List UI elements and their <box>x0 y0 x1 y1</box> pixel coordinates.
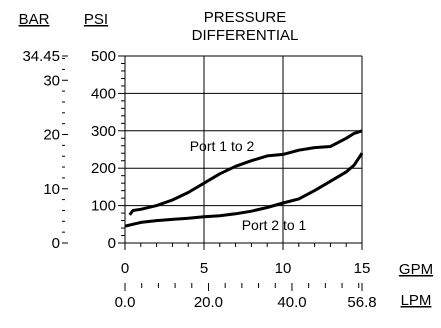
chart-title-line-1: PRESSURE <box>204 9 287 26</box>
gpm-tick-label: 5 <box>200 260 208 277</box>
psi-tick-label: 0 <box>108 235 116 252</box>
psi-tick-label: 400 <box>91 85 116 102</box>
chart-title-line-2: DIFFERENTIAL <box>192 27 299 44</box>
psi-unit-label: PSI <box>84 11 108 28</box>
gpm-tick-label: 15 <box>354 260 371 277</box>
lpm-tick-label: 40.0 <box>277 294 306 311</box>
bar-tick-label: 30 <box>43 72 60 89</box>
series-label-port-2-to-1: Port 2 to 1 <box>242 217 307 233</box>
psi-tick-label: 100 <box>91 198 116 215</box>
bar-tick-label: 20 <box>43 127 60 144</box>
bar-tick-label: 10 <box>43 181 60 198</box>
lpm-tick-label: 0.0 <box>115 294 136 311</box>
gpm-tick-label: 10 <box>275 260 292 277</box>
gpm-tick-label: 0 <box>121 260 129 277</box>
lpm-tick-label: 56.8 <box>347 294 376 311</box>
psi-tick-label: 200 <box>91 160 116 177</box>
lpm-tick-label: 20.0 <box>194 294 223 311</box>
bar-tick-label: 34.45 <box>22 48 60 65</box>
psi-tick-label: 300 <box>91 123 116 140</box>
series-label-port-1-to-2: Port 1 to 2 <box>190 138 255 154</box>
gpm-unit-label: GPM <box>399 261 433 278</box>
psi-tick-label: 500 <box>91 48 116 65</box>
bar-unit-label: BAR <box>19 11 50 28</box>
bar-tick-label: 0 <box>52 235 60 252</box>
lpm-unit-label: LPM <box>401 292 432 309</box>
